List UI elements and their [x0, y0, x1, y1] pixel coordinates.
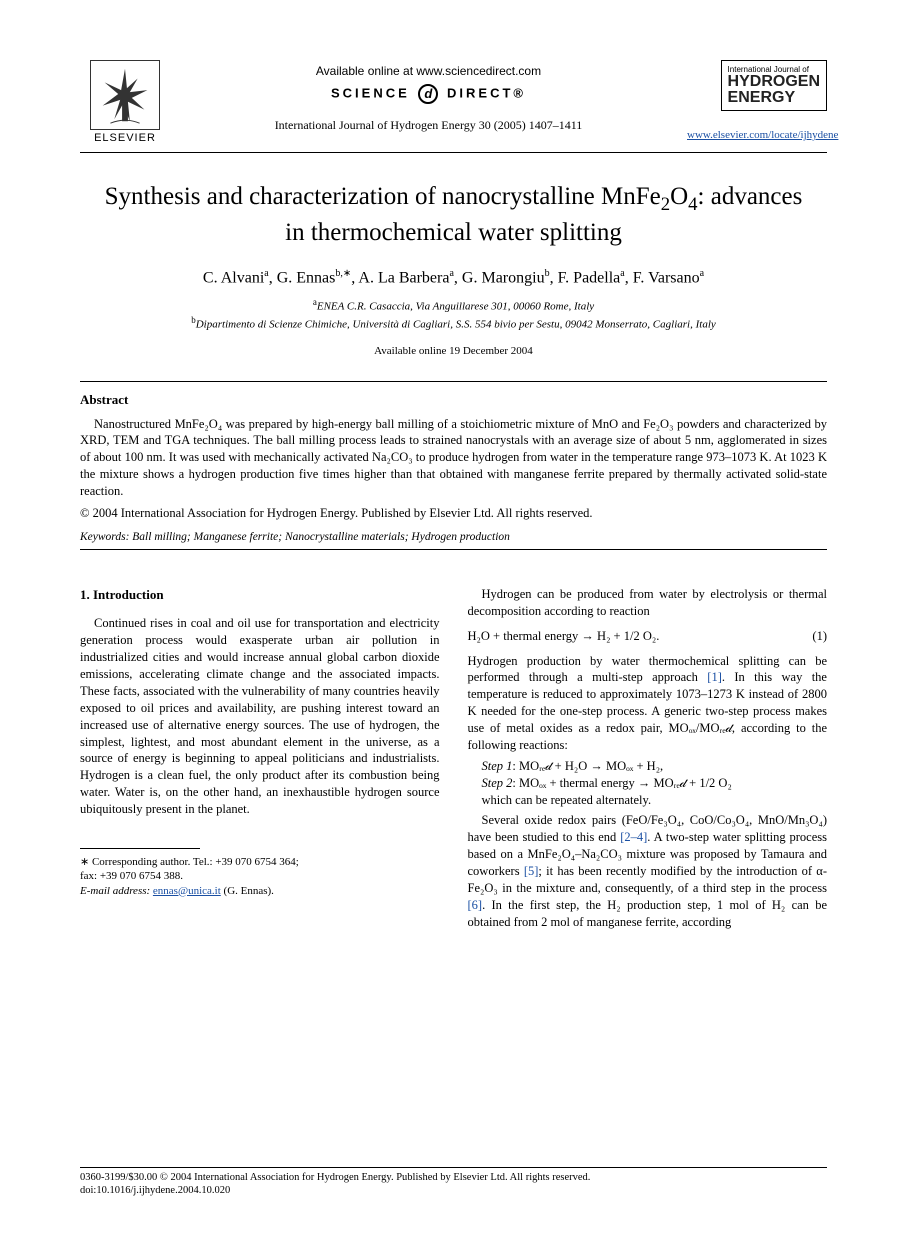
affil-text: ENEA C.R. Casaccia, Via Anguillarese 301… — [317, 301, 594, 313]
author: A. La Barbera — [358, 269, 449, 286]
step-repeat: which can be repeated alternately. — [482, 792, 828, 809]
keywords-label: Keywords: — [80, 531, 129, 543]
col2-p2: Hydrogen production by water thermochemi… — [468, 653, 828, 754]
title-sub1: 2 — [661, 194, 670, 215]
journal-reference: International Journal of Hydrogen Energy… — [170, 118, 687, 133]
abstract-top-rule — [80, 381, 827, 382]
step-1: Step 1: MOᵣₑ𝒹 + H₂O → MOₒₓ + H₂, — [482, 758, 828, 775]
author: C. Alvani — [203, 269, 264, 286]
footer-text: 0360-3199/$30.00 © 2004 International As… — [80, 1171, 827, 1198]
eq1-number: (1) — [812, 628, 827, 645]
col2-p1: Hydrogen can be produced from water by e… — [468, 586, 828, 620]
title-sub2: 4 — [688, 194, 697, 215]
body-columns: 1. Introduction Continued rises in coal … — [80, 586, 827, 931]
elsevier-tree-icon — [90, 60, 160, 130]
publisher-label: ELSEVIER — [94, 132, 156, 144]
journal-logo-line1: HYDROGEN — [728, 74, 820, 90]
title-pre: Synthesis and characterization of nanocr… — [105, 183, 661, 210]
section-heading: 1. Introduction — [80, 586, 440, 604]
left-column: 1. Introduction Continued rises in coal … — [80, 586, 440, 931]
abstract-body: Nanostructured MnFe₂O₄ was prepared by h… — [80, 416, 827, 500]
abstract-text: Nanostructured MnFe₂O₄ was prepared by h… — [80, 416, 827, 500]
abstract-heading: Abstract — [80, 392, 827, 408]
available-online-date: Available online 19 December 2004 — [80, 345, 827, 357]
author-affil-sup: b — [545, 268, 550, 279]
author: G. Marongiu — [462, 269, 545, 286]
footer-doi: doi:10.1016/j.ijhydene.2004.10.020 — [80, 1184, 827, 1198]
author-list: C. Alvania, G. Ennasb,∗, A. La Barberaa,… — [80, 268, 827, 287]
footer-line1: 0360-3199/$30.00 © 2004 International As… — [80, 1171, 827, 1185]
email-who: (G. Ennas). — [221, 885, 274, 897]
author-affil-sup: a — [264, 268, 268, 279]
header-center: Available online at www.sciencedirect.co… — [170, 60, 687, 133]
abstract-bottom-rule — [80, 549, 827, 550]
eq1-text: H₂O + thermal energy → H₂ + 1/2 O₂. — [468, 628, 660, 645]
affiliation-a: aENEA C.R. Casaccia, Via Anguillarese 30… — [80, 297, 827, 313]
journal-logo-line2: ENERGY — [728, 90, 820, 106]
available-online-text: Available online at www.sciencedirect.co… — [170, 64, 687, 78]
copyright-line: © 2004 International Association for Hyd… — [80, 506, 827, 521]
affil-text: Dipartimento di Scienze Chimiche, Univer… — [196, 319, 716, 331]
publisher-logo-block: ELSEVIER — [80, 60, 170, 144]
citation-link[interactable]: [2–4] — [620, 830, 647, 844]
author: F. Varsano — [633, 269, 700, 286]
step-2: Step 2: MOₒₓ + thermal energy → MOᵣₑ𝒹 + … — [482, 775, 828, 792]
step1-label: Step 1 — [482, 759, 513, 773]
citation-link[interactable]: [6] — [468, 898, 483, 912]
citation-link[interactable]: [5] — [524, 864, 539, 878]
footnote-email-line: E-mail address: ennas@unica.it (G. Ennas… — [80, 884, 440, 898]
sciencedirect-logo: SCIENCE d DIRECT® — [170, 84, 687, 104]
journal-logo-block: International Journal of HYDROGEN ENERGY… — [687, 60, 827, 141]
email-link[interactable]: ennas@unica.it — [153, 885, 221, 897]
journal-logo: International Journal of HYDROGEN ENERGY — [721, 60, 827, 111]
affiliation-b: bDipartimento di Scienze Chimiche, Unive… — [80, 315, 827, 331]
page-header: ELSEVIER Available online at www.science… — [80, 60, 827, 144]
journal-homepage-link[interactable]: www.elsevier.com/locate/ijhydene — [687, 129, 827, 141]
footnote-fax: fax: +39 070 6754 388. — [80, 869, 440, 883]
author-affil-sup: a — [449, 268, 453, 279]
p3d: . In the first step, the H₂ production s… — [468, 898, 828, 929]
sd-text-left: SCIENCE — [331, 85, 410, 100]
header-rule — [80, 152, 827, 153]
equation-1: H₂O + thermal energy → H₂ + 1/2 O₂. (1) — [468, 628, 828, 645]
footnote-separator — [80, 848, 200, 849]
sd-text-right: DIRECT® — [447, 85, 526, 100]
sd-d-icon: d — [418, 84, 438, 104]
author-affil-sup: b,∗ — [335, 268, 351, 279]
corresponding-author-footnote: ∗ Corresponding author. Tel.: +39 070 67… — [80, 855, 440, 898]
step2-label: Step 2 — [482, 776, 513, 790]
right-column: Hydrogen can be produced from water by e… — [468, 586, 828, 931]
author: G. Ennas — [277, 269, 336, 286]
author-affil-sup: a — [620, 268, 624, 279]
step2-text: : MOₒₓ + thermal energy → MOᵣₑ𝒹 + 1/2 O₂ — [512, 776, 731, 790]
keywords-text: Ball milling; Manganese ferrite; Nanocry… — [129, 531, 510, 543]
footnote-corr: ∗ Corresponding author. Tel.: +39 070 67… — [80, 855, 440, 869]
col2-p3: Several oxide redox pairs (FeO/Fe₃O₄, Co… — [468, 812, 828, 930]
citation-link[interactable]: [1] — [707, 670, 722, 684]
footer-rule — [80, 1167, 827, 1168]
author-affil-sup: a — [700, 268, 704, 279]
step1-text: : MOᵣₑ𝒹 + H₂O → MOₒₓ + H₂, — [512, 759, 663, 773]
reaction-steps: Step 1: MOᵣₑ𝒹 + H₂O → MOₒₓ + H₂, Step 2:… — [482, 758, 828, 809]
title-mid: O — [670, 183, 688, 210]
keywords-line: Keywords: Ball milling; Manganese ferrit… — [80, 531, 827, 543]
intro-paragraph: Continued rises in coal and oil use for … — [80, 615, 440, 818]
article-title: Synthesis and characterization of nanocr… — [100, 181, 807, 250]
author: F. Padella — [558, 269, 621, 286]
email-label: E-mail address: — [80, 885, 150, 897]
